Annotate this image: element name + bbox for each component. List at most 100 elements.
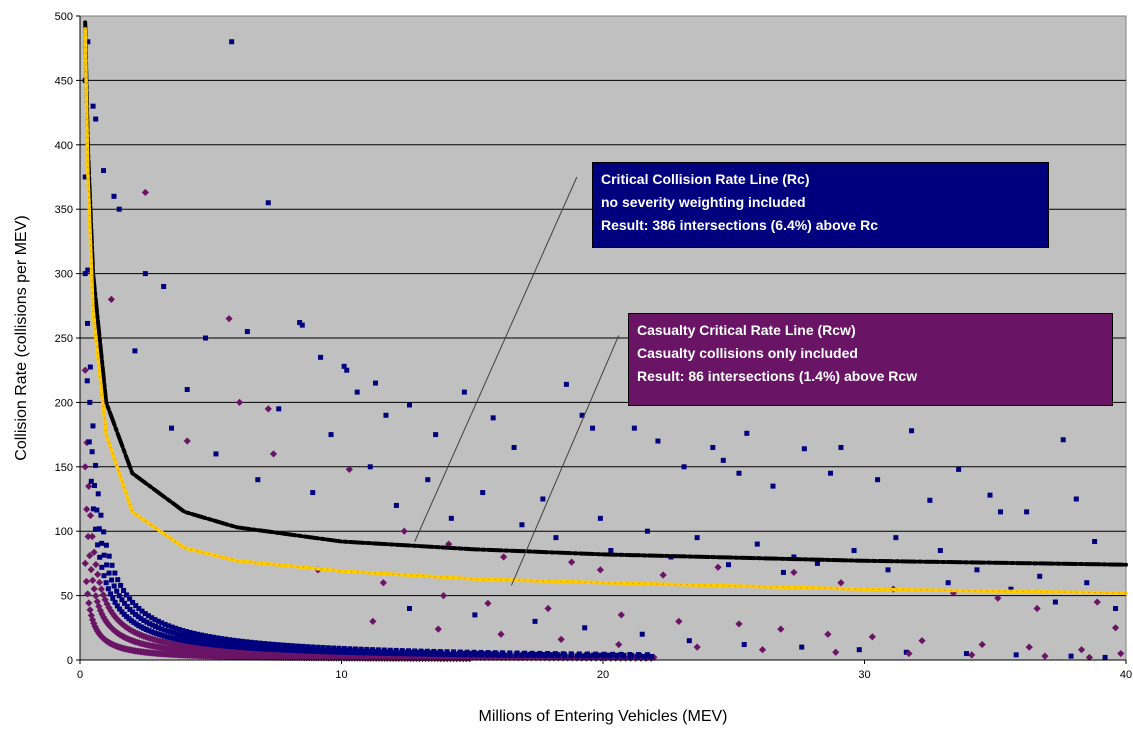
scatter-square-point — [180, 628, 186, 634]
scatter-square-point — [444, 649, 450, 655]
scatter-square-point — [244, 329, 250, 335]
scatter-square-point — [352, 646, 358, 652]
scatter-square-point — [101, 573, 107, 579]
scatter-square-point — [252, 640, 258, 646]
scatter-square-point — [481, 651, 487, 657]
scatter-square-point — [801, 446, 807, 452]
scatter-square-point — [644, 528, 650, 534]
scatter-diamond-point — [369, 617, 377, 625]
scatter-square-point — [167, 635, 173, 641]
scatter-square-point — [156, 632, 162, 638]
scatter-square-point — [245, 645, 251, 651]
scatter-square-point — [255, 477, 261, 483]
scatter-square-point — [132, 348, 138, 354]
scatter-square-point — [560, 651, 566, 657]
y-tick-label: 500 — [55, 11, 73, 23]
scatter-diamond-point — [1077, 646, 1086, 654]
scatter-square-point — [461, 389, 467, 395]
scatter-square-point — [1113, 605, 1119, 611]
scatter-square-point — [142, 611, 148, 617]
scatter-diamond-point — [84, 590, 92, 598]
scatter-square-point — [248, 639, 254, 645]
scatter-square-point — [412, 648, 418, 654]
scatter-square-point — [325, 645, 331, 651]
scatter-square-point — [720, 457, 726, 463]
scatter-diamond-point — [400, 527, 408, 535]
scatter-square-point — [227, 637, 233, 643]
scatter-diamond-point — [97, 585, 105, 593]
scatter-square-point — [234, 641, 240, 647]
scatter-square-point — [162, 621, 168, 627]
scatter-square-point — [261, 641, 267, 647]
scatter-diamond-point — [978, 640, 986, 649]
scatter-square-point — [255, 646, 261, 652]
scatter-square-point — [193, 640, 199, 646]
scatter-square-point — [103, 580, 109, 586]
scatter-square-point — [780, 569, 786, 575]
scatter-square-point — [636, 652, 642, 658]
scatter-diamond-point — [81, 463, 89, 471]
scatter-square-point — [415, 650, 421, 656]
scatter-square-point — [370, 647, 376, 653]
scatter-square-point — [147, 621, 153, 627]
scatter-square-point — [203, 335, 209, 341]
y-tick-label: 0 — [67, 655, 73, 667]
scatter-square-point — [315, 644, 321, 650]
scatter-square-point — [383, 412, 389, 418]
scatter-square-point — [601, 651, 607, 657]
scatter-diamond-point — [95, 578, 104, 587]
scatter-diamond-point — [568, 558, 576, 566]
scatter-square-point — [115, 577, 121, 583]
scatter-square-point — [499, 650, 505, 656]
scatter-square-point — [606, 652, 612, 658]
scatter-square-point — [90, 423, 96, 429]
scatter-square-point — [627, 651, 633, 657]
scatter-square-point — [222, 640, 228, 646]
scatter-diamond-point — [379, 579, 387, 587]
scatter-diamond-point — [107, 295, 115, 303]
scatter-square-point — [451, 649, 457, 655]
scatter-square-point — [358, 646, 364, 652]
scatter-square-point — [121, 587, 127, 593]
rcw-callout-box: Casualty Critical Rate Line (Rcw) Casual… — [628, 313, 1113, 406]
scatter-square-point — [169, 624, 175, 630]
scatter-square-point — [166, 623, 172, 629]
rcw-callout-line-2: Casualty collisions only included — [637, 345, 858, 361]
scatter-square-point — [269, 644, 275, 650]
scatter-square-point — [266, 646, 272, 652]
scatter-square-point — [295, 643, 301, 649]
scatter-diamond-point — [484, 599, 492, 607]
scatter-square-point — [104, 562, 110, 568]
scatter-diamond-point — [90, 619, 98, 627]
scatter-square-point — [909, 428, 915, 434]
scatter-diamond-point — [88, 532, 96, 541]
scatter-square-point — [347, 646, 353, 652]
scatter-square-point — [305, 644, 311, 650]
scatter-square-point — [86, 439, 92, 445]
scatter-diamond-point — [1093, 598, 1101, 606]
scatter-diamond-point — [86, 606, 94, 614]
scatter-square-point — [191, 630, 197, 636]
scatter-square-point — [245, 642, 251, 648]
scatter-square-point — [437, 649, 443, 655]
scatter-diamond-point — [93, 597, 101, 606]
scatter-square-point — [1013, 652, 1019, 658]
curve-rcw — [83, 27, 1128, 595]
scatter-square-point — [814, 560, 820, 566]
scatter-square-point — [490, 415, 496, 421]
scatter-square-point — [184, 633, 190, 639]
scatter-square-point — [269, 647, 275, 653]
scatter-square-point — [202, 641, 208, 647]
scatter-square-point — [124, 592, 130, 598]
scatter-square-point — [135, 614, 141, 620]
scatter-square-point — [406, 402, 412, 408]
scatter-diamond-point — [693, 643, 701, 651]
scatter-square-point — [299, 322, 305, 328]
scatter-square-point — [318, 354, 324, 360]
scatter-square-point — [320, 645, 326, 651]
scatter-square-point — [221, 643, 227, 649]
scatter-square-point — [171, 630, 177, 636]
scatter-diamond-point — [832, 648, 840, 656]
scatter-square-point — [159, 632, 165, 638]
x-tick-label: 10 — [335, 669, 347, 681]
